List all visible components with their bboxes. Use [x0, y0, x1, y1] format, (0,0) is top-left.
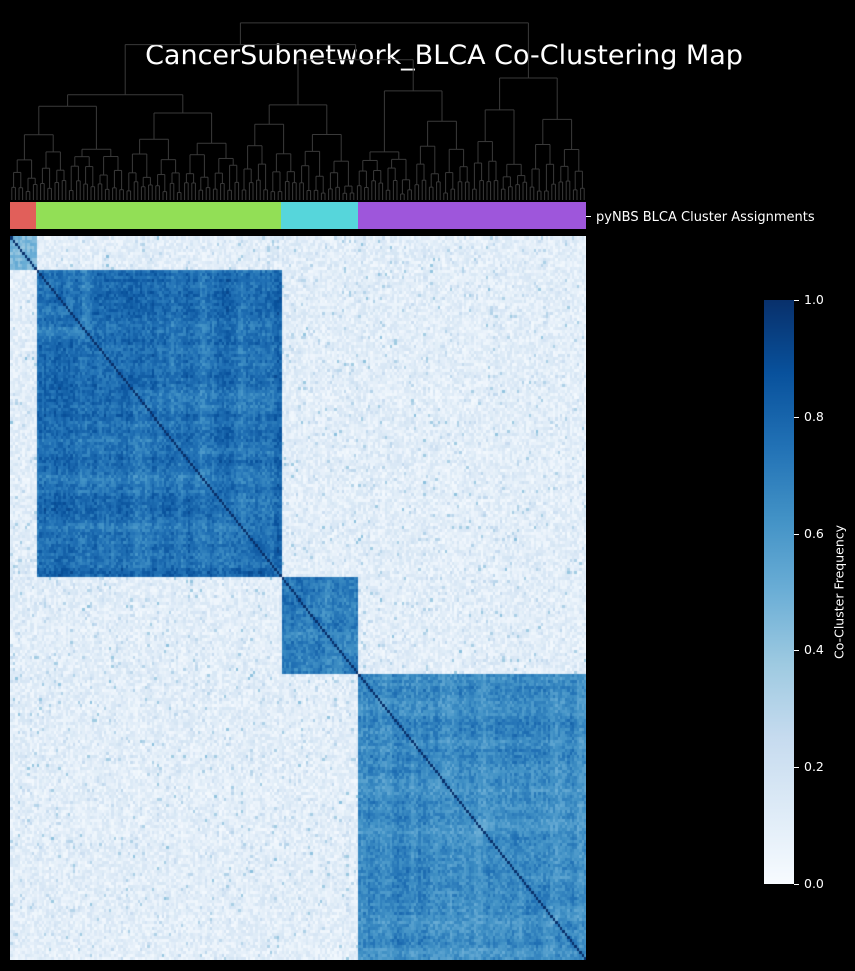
- colorbar-tick-label: 0.2: [804, 759, 824, 774]
- co-clustering-heatmap: [10, 236, 586, 960]
- colorbar-tick-label: 0.8: [804, 409, 824, 424]
- cluster-assignment-bar: [10, 202, 586, 229]
- colorbar-tick: [794, 417, 799, 418]
- cluster-assignment-label: pyNBS BLCA Cluster Assignments: [596, 210, 815, 225]
- colorbar-tick: [794, 534, 799, 535]
- cluster-segment-1: [10, 202, 36, 229]
- colorbar-label: Co-Cluster Frequency: [831, 524, 847, 660]
- cluster-segment-3: [280, 202, 359, 229]
- colorbar-tick: [794, 650, 799, 651]
- colorbar-tick-label: 0.0: [804, 876, 824, 891]
- colorbar-tick-label: 0.6: [804, 526, 824, 541]
- cluster-segment-2: [35, 202, 281, 229]
- colorbar-tick: [794, 300, 799, 301]
- chart-title: CancerSubnetwork_BLCA Co-Clustering Map: [145, 40, 743, 71]
- cluster-label-tick: [586, 216, 591, 217]
- cluster-segment-4: [358, 202, 586, 229]
- colorbar-tick-label: 0.4: [804, 642, 824, 657]
- dendrogram: [11, 22, 585, 200]
- colorbar-tick: [794, 884, 799, 885]
- colorbar: [764, 300, 794, 884]
- colorbar-tick: [794, 767, 799, 768]
- colorbar-tick-label: 1.0: [804, 292, 824, 307]
